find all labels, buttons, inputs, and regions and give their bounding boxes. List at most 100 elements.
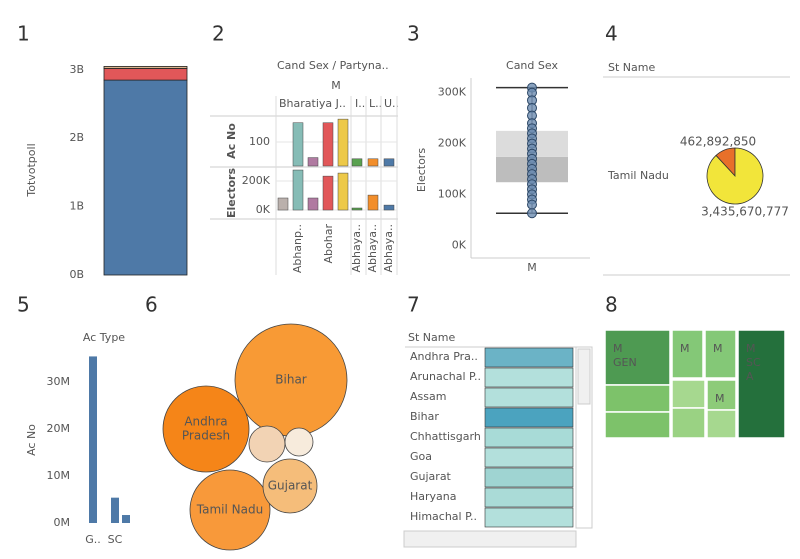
data-label: 462,892,850 xyxy=(680,135,756,149)
y-tick-label: 200K xyxy=(438,137,467,150)
x-tick-label: Abhaya.. xyxy=(366,224,379,272)
point xyxy=(527,208,537,219)
column-header: Bharatiya J.. xyxy=(279,97,346,110)
bar-segment xyxy=(103,66,188,69)
header: St Name xyxy=(408,331,455,344)
bubble-label: Andhra xyxy=(184,415,227,429)
treemap-cell xyxy=(671,407,706,439)
y-tick-label: 100K xyxy=(438,187,467,200)
y-tick-label: 1B xyxy=(69,200,84,213)
y-axis-title: Electors xyxy=(415,148,428,192)
row-label: Assam xyxy=(410,390,446,403)
column-header: L.. xyxy=(369,97,382,110)
x-tick-label: Abhaya.. xyxy=(350,224,363,272)
bar xyxy=(292,169,304,211)
row-header: Ac No xyxy=(225,123,238,159)
column-header: U.. xyxy=(384,97,399,110)
y-tick-label: 3B xyxy=(69,63,84,76)
bar xyxy=(307,157,319,167)
row-label: Arunachal P.. xyxy=(410,370,481,383)
bar xyxy=(89,356,97,523)
y-tick-label: 20M xyxy=(47,422,71,435)
cell xyxy=(484,467,574,488)
bar xyxy=(351,158,363,167)
bubble-label: Pradesh xyxy=(182,429,230,443)
bubble-label: Tamil Nadu xyxy=(196,503,263,517)
bar xyxy=(367,194,379,211)
cell-label: M xyxy=(680,342,690,355)
y-tick-label: 300K xyxy=(438,86,467,99)
bubble xyxy=(162,385,250,473)
cell xyxy=(484,387,574,408)
cell xyxy=(484,367,574,388)
y-tick-label: 30M xyxy=(47,375,71,388)
cell-label: M xyxy=(713,342,723,355)
bubble xyxy=(248,425,286,463)
treemap-cell xyxy=(706,379,737,411)
bar xyxy=(383,204,395,211)
bar xyxy=(322,175,334,211)
scroll-thumb[interactable] xyxy=(577,348,591,405)
y-tick-label: 0M xyxy=(54,516,71,529)
cell-label: GEN xyxy=(613,356,637,369)
point xyxy=(527,199,537,210)
bubble xyxy=(189,469,271,551)
x-tick-label: Abhanp.. xyxy=(291,224,304,273)
row-label: Tamil Nadu xyxy=(607,169,669,182)
panel-number: 8 xyxy=(605,293,618,317)
row-label: Gujarat xyxy=(410,470,452,483)
data-label: 3,435,670,777 xyxy=(701,205,789,219)
cell xyxy=(484,407,574,428)
bar xyxy=(277,197,289,211)
bar xyxy=(111,497,119,523)
x-tick-label: Abohar xyxy=(322,224,335,264)
panel-number: 7 xyxy=(407,293,420,317)
y-tick-label: 2B xyxy=(69,131,84,144)
row-header: Electors xyxy=(225,168,238,219)
y-tick-label: 100 xyxy=(249,135,270,148)
bar xyxy=(122,515,130,523)
treemap-cell xyxy=(671,329,704,379)
row-label: Andhra Pra.. xyxy=(410,350,478,363)
bar xyxy=(383,158,395,167)
h-scrollbar[interactable] xyxy=(403,530,577,548)
grid-subtitle: M xyxy=(331,79,341,92)
treemap-cell xyxy=(737,329,786,439)
bar xyxy=(337,172,349,211)
column-header: I.. xyxy=(355,97,365,110)
y-tick-label: 0K xyxy=(256,203,271,216)
x-tick-label: G.. xyxy=(85,533,101,546)
row-label: Himachal P.. xyxy=(410,510,477,523)
cell xyxy=(484,507,574,528)
bar xyxy=(337,118,349,167)
y-axis-title: Totvotpoll xyxy=(25,143,38,197)
y-tick-label: 200K xyxy=(242,174,271,187)
x-tick-label: M xyxy=(527,261,537,274)
cell xyxy=(484,447,574,468)
panel-number: 1 xyxy=(17,22,30,46)
bubble-label: Gujarat xyxy=(268,479,313,493)
y-axis-title: Ac No xyxy=(25,424,38,456)
row-label: Goa xyxy=(410,450,432,463)
panel-number: 6 xyxy=(145,293,158,317)
cell-label: M xyxy=(613,342,623,355)
bubble xyxy=(284,427,314,457)
y-tick-label: 10M xyxy=(47,469,71,482)
x-tick-label: SC xyxy=(108,533,123,546)
cell-label: M xyxy=(715,392,725,405)
bar xyxy=(351,207,363,211)
treemap-cell xyxy=(604,329,671,386)
bar-segment xyxy=(103,79,188,276)
bubble-label: Bihar xyxy=(275,373,307,387)
cell-label: M xyxy=(746,342,756,355)
row-label: Haryana xyxy=(410,490,457,503)
treemap-cell xyxy=(604,411,671,439)
chart-title: Ac Type xyxy=(83,331,125,344)
cell-label: SC xyxy=(746,356,761,369)
chart-title: Cand Sex xyxy=(506,59,558,72)
cell xyxy=(484,427,574,448)
bar xyxy=(322,122,334,167)
treemap-cell xyxy=(604,384,671,413)
panel-number: 4 xyxy=(605,22,618,46)
